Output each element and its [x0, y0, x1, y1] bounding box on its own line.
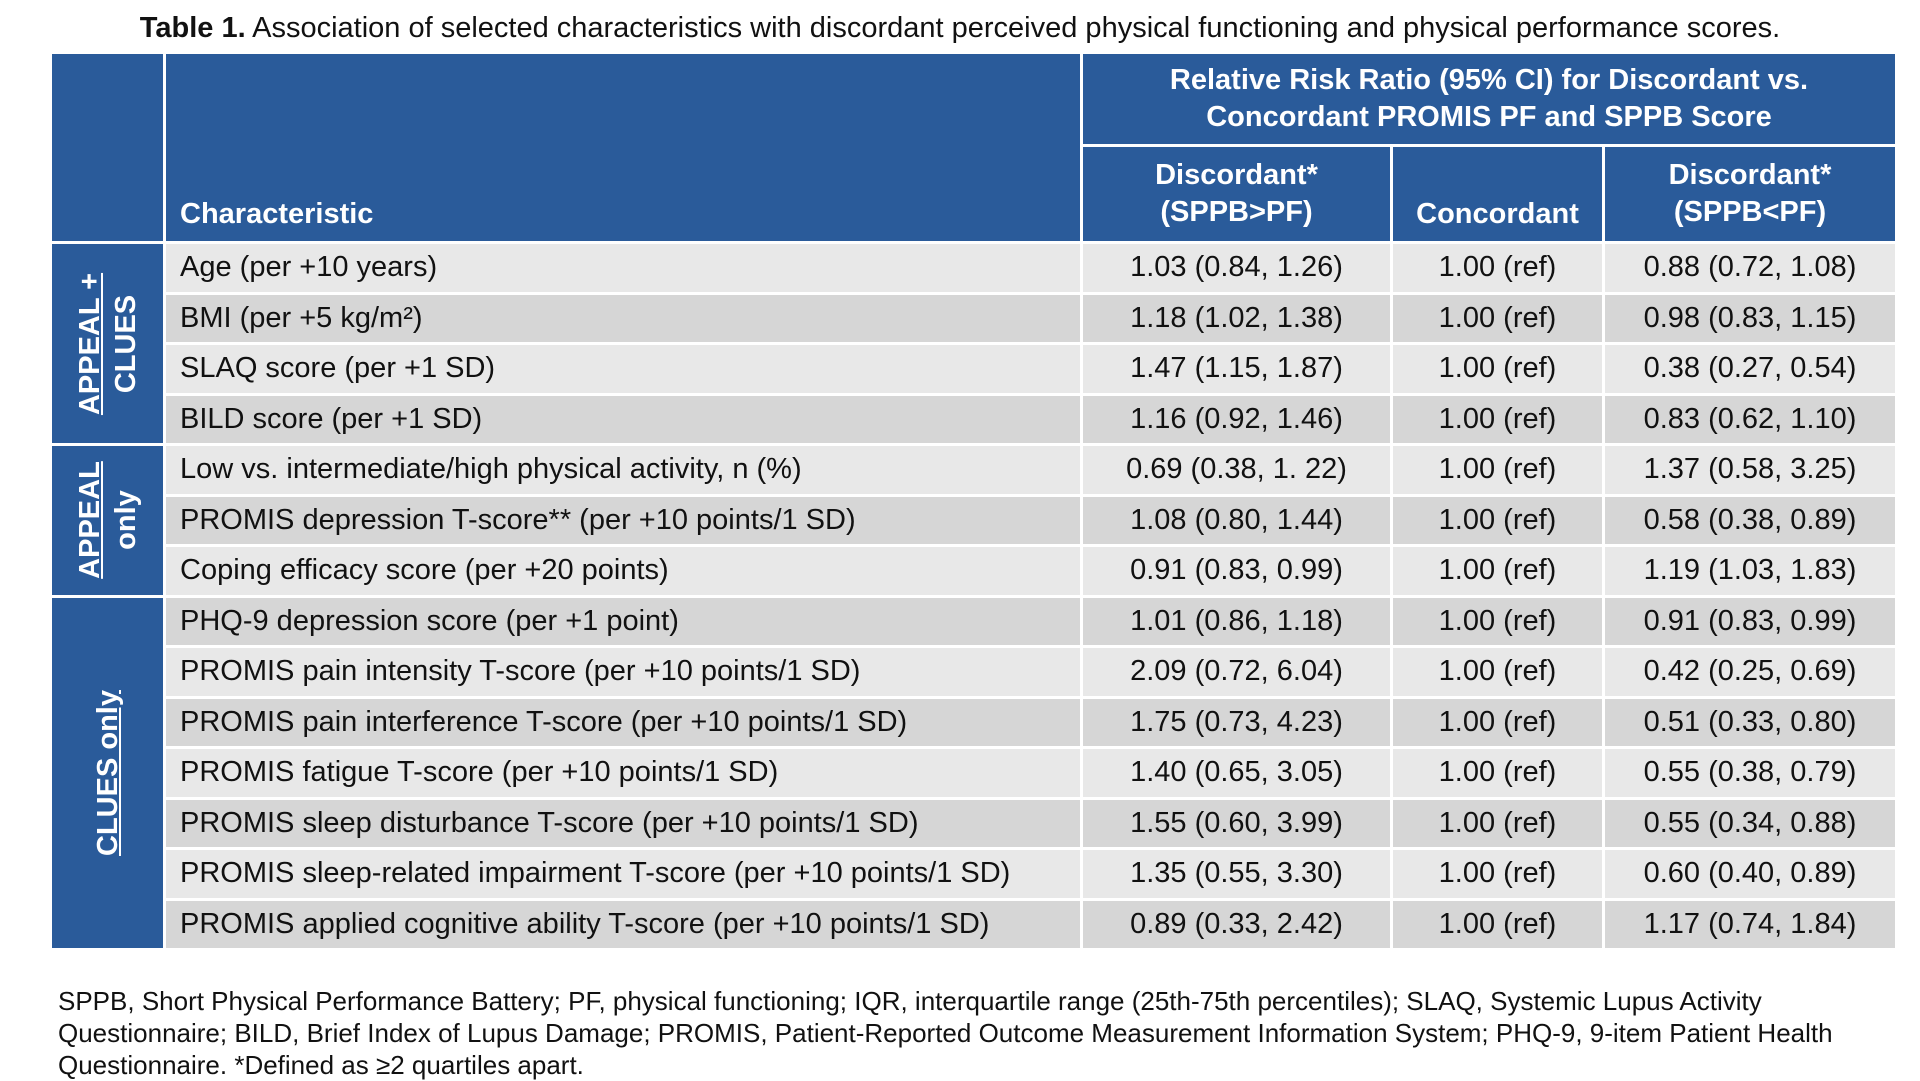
cell-concordant: 1.00 (ref) [1390, 847, 1605, 901]
caption-label: Table 1. [139, 12, 246, 44]
table-row: APPEAL only Low vs. intermediate/high phy… [49, 443, 1898, 598]
group-line2: CLUES [109, 294, 142, 393]
cell-discordant-lt: 0.55 (0.38, 0.79) [1602, 746, 1898, 800]
table-row: BILD score (per +1 SD) 1.16 (0.92, 1.46)… [51, 392, 1898, 446]
cell-concordant: 1.00 (ref) [1390, 392, 1605, 446]
table-row: PROMIS applied cognitive ability T-score… [51, 897, 1898, 951]
cell-concordant: 1.00 (ref) [1390, 544, 1605, 598]
cell-discordant-gt: 1.75 (0.73, 4.23) [1080, 695, 1393, 749]
cell-concordant: 1.00 (ref) [1390, 291, 1605, 345]
cell-discordant-lt: 0.51 (0.33, 0.80) [1602, 695, 1898, 749]
cell-discordant-gt: 0.91 (0.83, 0.99) [1080, 544, 1393, 598]
table-footnote: SPPB, Short Physical Performance Battery… [58, 986, 1833, 1080]
cell-characteristic: PROMIS sleep disturbance T-score (per +1… [163, 796, 1083, 850]
cell-discordant-lt: 0.83 (0.62, 1.10) [1602, 392, 1898, 446]
group-label-clues-only: CLUES only [49, 594, 166, 951]
table-caption: Table 1. Association of selected charact… [0, 10, 1920, 46]
cell-discordant-gt: 2.09 (0.72, 6.04) [1080, 645, 1393, 699]
cell-concordant: 1.00 (ref) [1390, 342, 1605, 396]
table-row: PROMIS depression T-score** (per +10 poi… [51, 493, 1898, 547]
header-col1-line2: (SPPB>PF) [1160, 196, 1313, 228]
cell-discordant-lt: 0.98 (0.83, 1.15) [1602, 291, 1898, 345]
cell-characteristic: PROMIS fatigue T-score (per +10 points/1… [163, 746, 1083, 800]
cell-characteristic: PROMIS depression T-score** (per +10 poi… [163, 493, 1083, 547]
cell-characteristic: PROMIS pain intensity T-score (per +10 p… [163, 645, 1083, 699]
cell-discordant-gt: 1.35 (0.55, 3.30) [1080, 847, 1393, 901]
cell-concordant: 1.00 (ref) [1390, 443, 1605, 497]
header-col1-line1: Discordant* [1155, 159, 1318, 191]
cell-discordant-lt: 1.19 (1.03, 1.83) [1602, 544, 1898, 598]
cell-characteristic: Coping efficacy score (per +20 points) [163, 544, 1083, 598]
group-line1: APPEAL [73, 461, 106, 580]
cell-discordant-gt: 1.03 (0.84, 1.26) [1080, 241, 1393, 295]
table-row: PROMIS pain interference T-score (per +1… [51, 695, 1898, 749]
table-row: PROMIS fatigue T-score (per +10 points/1… [51, 746, 1898, 800]
group-line1: APPEAL + [73, 272, 106, 415]
cell-concordant: 1.00 (ref) [1390, 493, 1605, 547]
header-discordant-sppb-lt-pf: Discordant* (SPPB<PF) [1602, 144, 1898, 244]
cell-characteristic: Age (per +10 years) [163, 241, 1083, 295]
cell-discordant-lt: 0.38 (0.27, 0.54) [1602, 342, 1898, 396]
cell-discordant-gt: 1.47 (1.15, 1.87) [1080, 342, 1393, 396]
cell-concordant: 1.00 (ref) [1390, 796, 1605, 850]
cell-concordant: 1.00 (ref) [1390, 746, 1605, 800]
cell-characteristic: SLAQ score (per +1 SD) [163, 342, 1083, 396]
cell-discordant-lt: 1.17 (0.74, 1.84) [1602, 897, 1898, 951]
cell-discordant-gt: 1.16 (0.92, 1.46) [1080, 392, 1393, 446]
cell-concordant: 1.00 (ref) [1390, 897, 1605, 951]
cell-discordant-gt: 0.69 (0.38, 1. 22) [1080, 443, 1393, 497]
cell-discordant-gt: 1.08 (0.80, 1.44) [1080, 493, 1393, 547]
cell-discordant-lt: 0.58 (0.38, 0.89) [1602, 493, 1898, 547]
cell-discordant-lt: 0.60 (0.40, 0.89) [1602, 847, 1898, 901]
caption-text: Association of selected characteristics … [245, 12, 1781, 44]
cell-discordant-gt: 1.18 (1.02, 1.38) [1080, 291, 1393, 345]
cell-discordant-lt: 1.37 (0.58, 3.25) [1602, 443, 1898, 497]
table-row: APPEAL + CLUES Age (per +10 years) 1.03 (… [49, 241, 1898, 446]
group-line1: CLUES only [91, 689, 124, 856]
table-row: PROMIS sleep disturbance T-score (per +1… [51, 796, 1898, 850]
cell-characteristic: PROMIS applied cognitive ability T-score… [163, 897, 1083, 951]
cell-discordant-gt: 1.40 (0.65, 3.05) [1080, 746, 1393, 800]
results-table: Characteristic Relative Risk Ratio (95% … [49, 51, 1898, 951]
cell-discordant-gt: 1.55 (0.60, 3.99) [1080, 796, 1393, 850]
group-label-appeal-clues: APPEAL + CLUES [49, 241, 166, 446]
cell-concordant: 1.00 (ref) [1390, 241, 1605, 295]
cell-discordant-lt: 0.55 (0.34, 0.88) [1602, 796, 1898, 850]
table-row: PROMIS pain intensity T-score (per +10 p… [51, 645, 1898, 699]
cell-characteristic: BILD score (per +1 SD) [163, 392, 1083, 446]
header-corner [49, 51, 166, 244]
group-label-appeal-only: APPEAL only [49, 443, 166, 598]
table-row: SLAQ score (per +1 SD) 1.47 (1.15, 1.87)… [51, 342, 1898, 396]
cell-characteristic: BMI (per +5 kg/m²) [163, 291, 1083, 345]
cell-concordant: 1.00 (ref) [1390, 695, 1605, 749]
cell-discordant-gt: 1.01 (0.86, 1.18) [1080, 594, 1393, 648]
header-discordant-sppb-gt-pf: Discordant* (SPPB>PF) [1080, 144, 1393, 244]
cell-discordant-gt: 0.89 (0.33, 2.42) [1080, 897, 1393, 951]
cell-discordant-lt: 0.91 (0.83, 0.99) [1602, 594, 1898, 648]
table-row: Coping efficacy score (per +20 points) 0… [51, 544, 1898, 598]
table-row: CLUES only PHQ-9 depression score (per +… [49, 594, 1898, 951]
cell-concordant: 1.00 (ref) [1390, 645, 1605, 699]
cell-characteristic: PROMIS pain interference T-score (per +1… [163, 695, 1083, 749]
cell-discordant-lt: 0.88 (0.72, 1.08) [1602, 241, 1898, 295]
table-row: BMI (per +5 kg/m²) 1.18 (1.02, 1.38) 1.0… [51, 291, 1898, 345]
cell-characteristic: PROMIS sleep-related impairment T-score … [163, 847, 1083, 901]
cell-characteristic: PHQ-9 depression score (per +1 point) [163, 594, 1083, 648]
header-characteristic: Characteristic [163, 51, 1083, 244]
cell-discordant-lt: 0.42 (0.25, 0.69) [1602, 645, 1898, 699]
cell-characteristic: Low vs. intermediate/high physical activ… [163, 443, 1083, 497]
header-col3-line1: Discordant* [1668, 159, 1832, 191]
header-relative-risk-ratio: Relative Risk Ratio (95% CI) for Discord… [1080, 51, 1898, 147]
table-row: PROMIS sleep-related impairment T-score … [51, 847, 1898, 901]
group-line2: only [109, 490, 142, 551]
cell-concordant: 1.00 (ref) [1390, 594, 1605, 648]
header-concordant: Concordant [1390, 144, 1605, 244]
header-col3-line2: (SPPB<PF) [1673, 196, 1827, 228]
